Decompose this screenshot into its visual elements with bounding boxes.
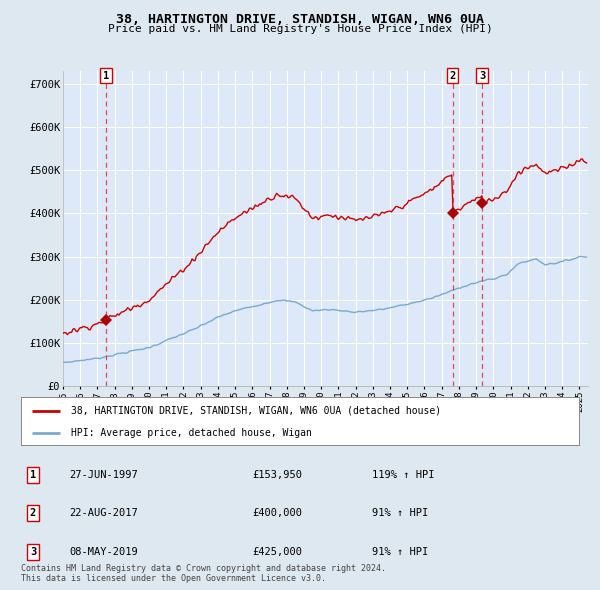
Text: £153,950: £153,950 [252, 470, 302, 480]
Text: 91% ↑ HPI: 91% ↑ HPI [372, 509, 428, 518]
Text: 08-MAY-2019: 08-MAY-2019 [69, 547, 138, 556]
Text: 119% ↑ HPI: 119% ↑ HPI [372, 470, 434, 480]
Text: £400,000: £400,000 [252, 509, 302, 518]
Text: 91% ↑ HPI: 91% ↑ HPI [372, 547, 428, 556]
Text: 3: 3 [479, 71, 485, 81]
Text: £425,000: £425,000 [252, 547, 302, 556]
Text: 2: 2 [30, 509, 36, 518]
Text: Contains HM Land Registry data © Crown copyright and database right 2024.
This d: Contains HM Land Registry data © Crown c… [21, 563, 386, 583]
Text: 27-JUN-1997: 27-JUN-1997 [69, 470, 138, 480]
Text: 1: 1 [103, 71, 109, 81]
Text: 1: 1 [30, 470, 36, 480]
Text: Price paid vs. HM Land Registry's House Price Index (HPI): Price paid vs. HM Land Registry's House … [107, 24, 493, 34]
Text: 38, HARTINGTON DRIVE, STANDISH, WIGAN, WN6 0UA: 38, HARTINGTON DRIVE, STANDISH, WIGAN, W… [116, 13, 484, 26]
Text: 22-AUG-2017: 22-AUG-2017 [69, 509, 138, 518]
Text: HPI: Average price, detached house, Wigan: HPI: Average price, detached house, Wiga… [71, 428, 312, 438]
Text: 38, HARTINGTON DRIVE, STANDISH, WIGAN, WN6 0UA (detached house): 38, HARTINGTON DRIVE, STANDISH, WIGAN, W… [71, 405, 442, 415]
Text: 2: 2 [449, 71, 456, 81]
Text: 3: 3 [30, 547, 36, 556]
